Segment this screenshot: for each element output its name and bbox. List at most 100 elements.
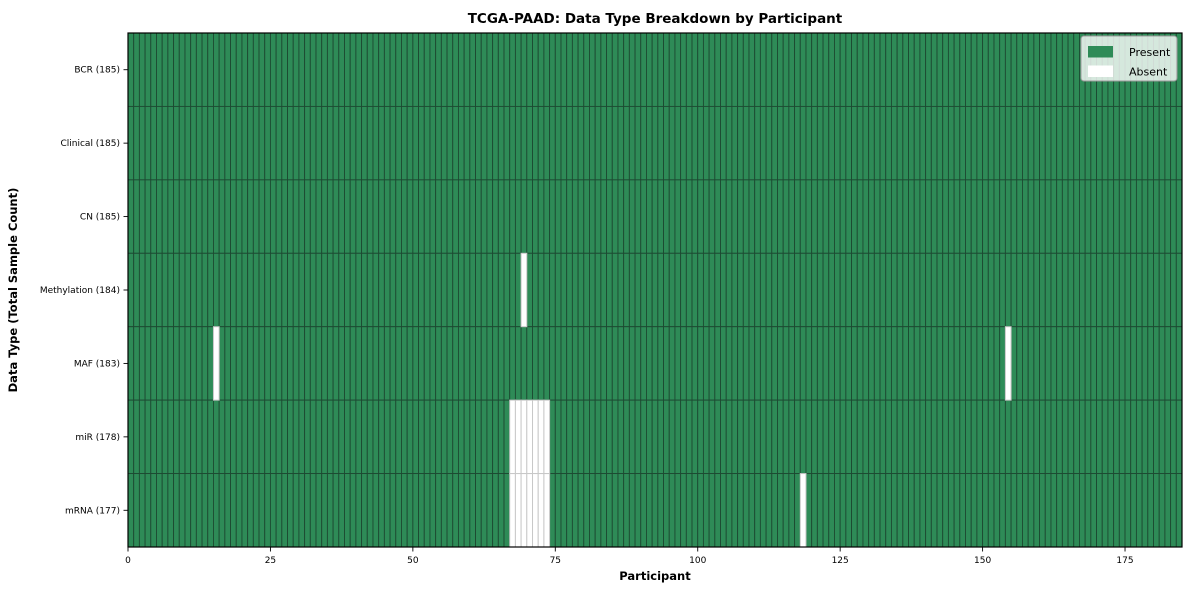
cell-present [691,326,699,401]
cell-present [423,32,431,107]
cell-present [936,105,944,181]
cell-present [1175,252,1183,328]
cell-present [1164,105,1172,181]
cell-present [697,473,704,548]
cell-present [828,473,835,548]
cell-present [794,399,801,475]
cell-present [868,473,875,548]
cell-present [794,32,801,107]
cell-present [685,473,693,548]
cell-present [173,32,180,107]
cell-present [549,399,556,475]
cell-present [361,179,368,254]
cell-present [1101,179,1109,254]
cell-present [173,473,180,548]
cell-present [252,252,260,328]
cell-present [383,473,391,548]
cell-present [321,399,328,475]
cell-present [150,473,157,548]
cell-present [258,326,266,401]
cell-present [925,326,932,401]
cell-present [816,399,824,475]
cell-present [309,326,317,401]
cell-present [691,473,699,548]
cell-present [269,105,277,181]
cell-present [1067,473,1075,548]
cell-present [486,473,494,548]
cell-present [611,326,619,401]
cell-present [178,399,186,475]
cell-present [976,473,984,548]
cell-present [987,105,995,181]
cell-present [902,179,909,254]
cell-present [896,399,904,475]
cell-present [332,326,340,401]
cell-present [742,326,750,401]
cell-present [1096,399,1103,475]
cell-present [520,105,528,181]
cell-present [1056,252,1063,328]
cell-present [708,105,716,181]
cell-present [1044,399,1052,475]
cell-present [589,326,596,401]
cell-present [1096,179,1103,254]
cell-present [167,399,175,475]
cell-present [725,179,733,254]
cell-present [213,473,220,548]
cell-present [298,399,306,475]
cell-present [748,252,756,328]
cell-absent [509,399,516,475]
cell-present [822,179,830,254]
cell-present [292,252,300,328]
cell-present [429,105,437,181]
cell-present [532,105,539,181]
cell-present [349,399,357,475]
cell-present [640,473,647,548]
cell-present [668,32,676,107]
cell-present [423,105,431,181]
cell-present [1004,105,1012,181]
cell-present [514,105,522,181]
cell-present [571,105,579,181]
cell-present [1078,179,1086,254]
cell-present [691,105,699,181]
cell-present [663,32,670,107]
cell-present [201,473,209,548]
cell-present [851,252,858,328]
cell-present [497,399,505,475]
cell-present [178,179,186,254]
cell-present [1090,399,1097,475]
cell-present [1118,179,1126,254]
cell-present [742,473,750,548]
cell-present [1067,399,1075,475]
cell-present [480,399,488,475]
cell-present [737,399,744,475]
cell-present [1164,179,1172,254]
cell-present [1039,32,1046,107]
cell-present [537,326,545,401]
cell-present [566,399,573,475]
cell-present [412,32,420,107]
cell-present [418,252,425,328]
cell-present [742,105,750,181]
cell-present [936,252,944,328]
cell-present [896,32,904,107]
cell-present [885,179,892,254]
cell-present [702,326,710,401]
cell-present [1016,399,1023,475]
x-tick-label: 25 [265,556,276,566]
cell-present [896,105,904,181]
cell-present [287,32,294,107]
cell-present [908,179,915,254]
cell-present [777,105,784,181]
cell-present [856,105,864,181]
cell-present [1073,179,1080,254]
cell-present [429,179,437,254]
cell-present [691,32,699,107]
cell-present [885,473,892,548]
cell-present [794,252,801,328]
cell-present [560,473,568,548]
cell-present [623,32,630,107]
cell-present [195,326,203,401]
cell-present [230,105,237,181]
